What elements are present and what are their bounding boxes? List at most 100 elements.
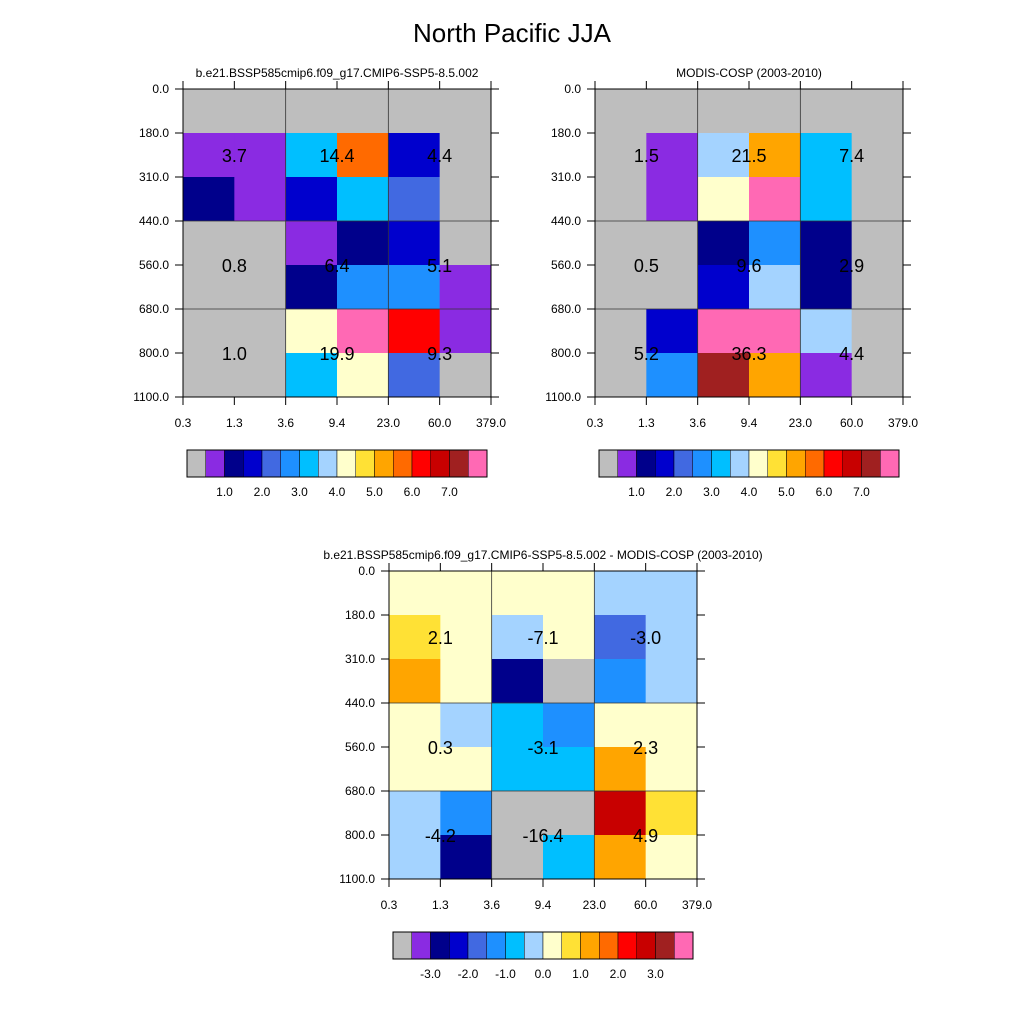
x-tick-label: 0.3 [587,416,604,430]
y-tick-label: 180.0 [345,608,375,622]
heatmap-cell [646,353,699,398]
colorbar-box [299,449,319,478]
heatmap-cell [234,221,287,266]
heatmap-cell [183,265,235,310]
cell-annotation: 4.4 [427,146,452,166]
colorbar-box [505,931,525,960]
panel-title: b.e21.BSSP585cmip6.f09_g17.CMIP6-SSP5-8.… [196,66,479,80]
colorbar-box [468,449,488,478]
cell-annotation: 0.8 [222,256,247,276]
colorbar-box [823,449,843,478]
heatmap-cell [388,265,441,310]
x-tick-label: 3.6 [277,416,294,430]
colorbar-box [730,449,750,478]
x-tick-label: 1.3 [226,416,243,430]
colorbar-label: 7.0 [441,485,458,499]
colorbar-box [692,449,712,478]
difference-panel: b.e21.BSSP585cmip6.f09_g17.CMIP6-SSP5-8.… [323,548,762,981]
cell-annotation: 9.3 [427,344,452,364]
colorbar-box [580,931,600,960]
heatmap-cell [389,571,441,616]
y-tick-label: 800.0 [345,828,375,842]
heatmap-cell [388,221,441,266]
heatmap-cell [749,221,801,266]
heatmap-cell [337,353,389,398]
heatmap-cell [491,703,544,748]
panel-title: b.e21.BSSP585cmip6.f09_g17.CMIP6-SSP5-8.… [323,548,762,562]
colorbar-box [561,931,581,960]
heatmap-cell [543,615,595,660]
heatmap-cell [749,133,801,178]
heatmap-cell [337,221,389,266]
x-tick-label: 0.3 [175,416,192,430]
colorbar-box [374,449,394,478]
heatmap-cell [439,133,492,178]
cell-annotation: -4.2 [425,826,456,846]
heatmap-cell [646,177,699,222]
colorbar-frame [598,449,900,478]
heatmap-cell [491,747,544,792]
colorbar-box [524,931,544,960]
y-tick-label: 310.0 [551,170,581,184]
cell-annotation: 36.3 [731,344,766,364]
heatmap-cell [389,703,441,748]
y-tick-label: 800.0 [139,346,169,360]
heatmap-cell [595,177,647,222]
heatmap-cell [697,133,750,178]
colorbar-label: 1.0 [572,967,589,981]
colorbar-box [599,931,619,960]
y-tick-label: 310.0 [345,652,375,666]
x-tick-label: 9.4 [535,898,552,912]
x-tick-label: 3.6 [483,898,500,912]
heatmap-cell [234,177,287,222]
heatmap-cell [234,309,287,354]
colorbar-box [205,449,225,478]
heatmap-cell [851,221,904,266]
cell-annotation: -3.1 [527,738,558,758]
y-tick-label: 180.0 [551,126,581,140]
heatmap-cell [234,89,287,134]
heatmap-cell [595,133,647,178]
panel-title: MODIS-COSP (2003-2010) [676,66,822,80]
heatmap-cell [388,309,441,354]
x-tick-label: 23.0 [583,898,607,912]
heatmap-cell [234,133,287,178]
cell-annotation: 6.4 [324,256,349,276]
cell-annotation: 2.1 [428,628,453,648]
y-tick-label: 1100.0 [545,390,581,404]
cell-annotation: -7.1 [527,628,558,648]
colorbar-box [392,931,412,960]
y-tick-label: 800.0 [551,346,581,360]
obs-panel: MODIS-COSP (2003-2010) 1.5 21.5 7.4 0.5 9.6 2.… [545,66,918,499]
heatmap-cell [337,177,389,222]
heatmap-cell [234,353,287,398]
y-tick-label: 0.0 [152,82,169,96]
cell-annotation: 2.9 [839,256,864,276]
heatmap-cell [646,309,699,354]
heatmap-cell [285,309,338,354]
colorbar-box [617,931,637,960]
y-tick-label: 1100.0 [339,872,375,886]
y-tick-label: 680.0 [139,302,169,316]
colorbar-box [449,449,469,478]
heatmap-cell [543,571,595,616]
heatmap-cell [183,177,235,222]
x-tick-label: 3.6 [689,416,706,430]
heatmap-cell [594,703,647,748]
heatmap-cell [594,659,647,704]
colorbar-box [261,449,281,478]
heatmap-cell [440,835,493,880]
heatmap-cell [439,177,492,222]
heatmap-cell [440,615,493,660]
cell-annotation: 4.9 [633,826,658,846]
x-tick-label: 379.0 [476,416,506,430]
colorbar-box [655,449,675,478]
x-tick-label: 60.0 [840,416,864,430]
colorbar-box [186,449,206,478]
colorbar-frame [392,931,694,960]
colorbar-label: 1.0 [216,485,233,499]
heatmap-cell [389,615,441,660]
y-tick-label: 680.0 [345,784,375,798]
cell-annotation: 14.4 [319,146,354,166]
heatmap-cell [285,353,338,398]
